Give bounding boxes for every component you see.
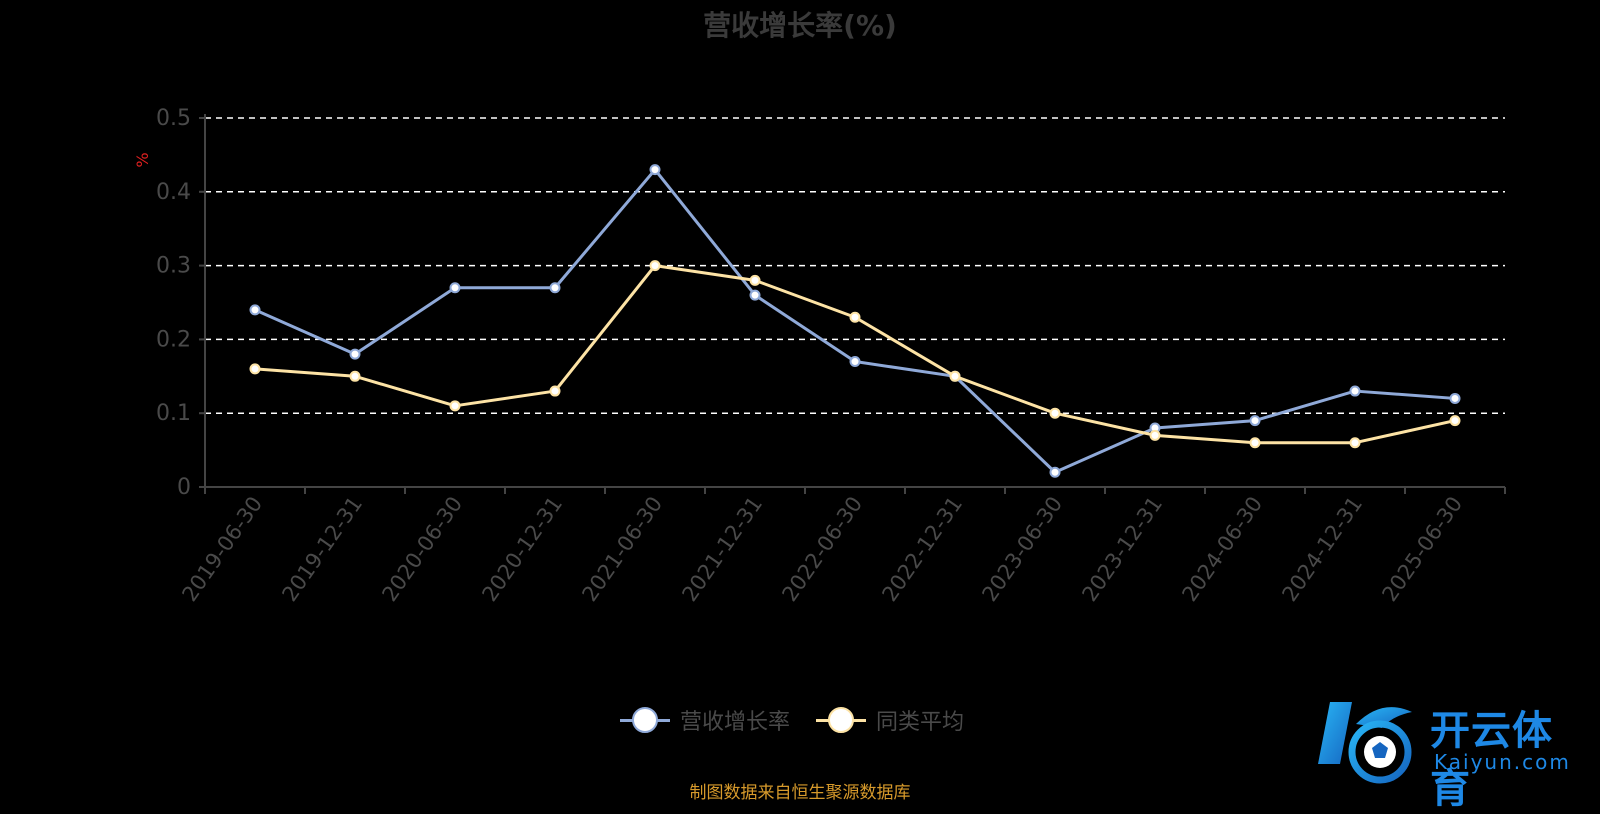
x-tick-label: 2021-12-31 <box>677 492 767 606</box>
data-point-series-2 <box>1049 407 1061 419</box>
legend-swatch-series-2 <box>816 707 867 733</box>
series <box>249 164 1461 478</box>
data-point-series-1 <box>349 348 361 360</box>
data-point-series-1 <box>849 356 861 368</box>
data-point-series-2 <box>649 260 661 272</box>
legend-marker-series-2 <box>828 707 855 733</box>
data-point-series-2 <box>1149 429 1161 441</box>
data-point-series-1 <box>1449 392 1461 404</box>
y-tick-label: 0.2 <box>156 327 191 352</box>
legend-label-series-1: 营收增长率 <box>680 710 791 735</box>
axes: 00.10.20.30.40.5%2019-06-30 2019-12-31 202… <box>133 106 1506 606</box>
x-tick-label: 2023-06-30 <box>977 492 1067 606</box>
legend-item-series-2[interactable]: 同类平均 <box>816 704 964 736</box>
x-tick-label: 2022-12-31 <box>877 492 967 606</box>
data-point-series-2 <box>849 311 861 323</box>
data-point-series-1 <box>1249 415 1261 427</box>
chart-title: 营收增长率(%) <box>703 9 897 42</box>
x-tick-label: 2019-12-31 <box>277 492 367 606</box>
data-point-series-1 <box>1349 385 1361 397</box>
y-tick-label: 0 <box>177 475 191 500</box>
x-tick-label: 2025-06-30 <box>1377 492 1467 606</box>
legend-item-series-1[interactable]: 营收增长率 <box>620 704 790 736</box>
x-tick-label: 2019-06-30 <box>177 492 267 606</box>
legend-label-series-2: 同类平均 <box>876 710 965 735</box>
x-tick-label: 2020-06-30 <box>377 492 467 606</box>
data-point-series-1 <box>1049 466 1061 478</box>
legend-swatch-series-1 <box>620 707 670 733</box>
x-tick-label: 2020-12-31 <box>477 492 567 606</box>
data-point-series-2 <box>349 370 361 382</box>
x-tick-label: 2021-06-30 <box>577 492 667 606</box>
y-tick-label: 0.5 <box>156 106 191 131</box>
x-tick-label: 2022-06-30 <box>777 492 867 606</box>
data-point-series-1 <box>449 282 461 294</box>
x-tick-label: 2024-12-31 <box>1277 492 1367 606</box>
data-point-series-2 <box>949 370 961 382</box>
data-point-series-1 <box>649 164 661 176</box>
data-point-series-2 <box>249 363 261 375</box>
legend: 营收增长率 同类平均 <box>620 704 964 736</box>
y-axis-unit-label: % <box>133 152 152 167</box>
data-point-series-1 <box>549 282 561 294</box>
logo-name: 开云体育 <box>1430 708 1553 812</box>
data-point-series-2 <box>1249 437 1261 449</box>
data-point-series-2 <box>1449 415 1461 427</box>
data-point-series-2 <box>449 400 461 412</box>
logo-mark-icon <box>1318 702 1412 784</box>
gridlines <box>205 117 1505 414</box>
data-point-series-2 <box>549 385 561 397</box>
y-tick-label: 0.1 <box>156 401 191 426</box>
data-point-series-2 <box>1349 437 1361 449</box>
kaiyun-logo: 开云体育 Kaiyun.com <box>1312 694 1592 812</box>
y-tick-label: 0.4 <box>156 180 191 205</box>
data-point-series-2 <box>749 274 761 286</box>
y-tick-label: 0.3 <box>156 254 191 279</box>
x-tick-label: 2023-12-31 <box>1077 492 1167 606</box>
legend-marker-series-1 <box>632 707 658 733</box>
x-tick-label: 2024-06-30 <box>1177 492 1267 606</box>
data-point-series-1 <box>749 289 761 301</box>
data-point-series-1 <box>249 304 261 316</box>
source-note: 制图数据来自恒生聚源数据库 <box>689 783 911 803</box>
logo-url: Kaiyun.com <box>1434 750 1571 774</box>
